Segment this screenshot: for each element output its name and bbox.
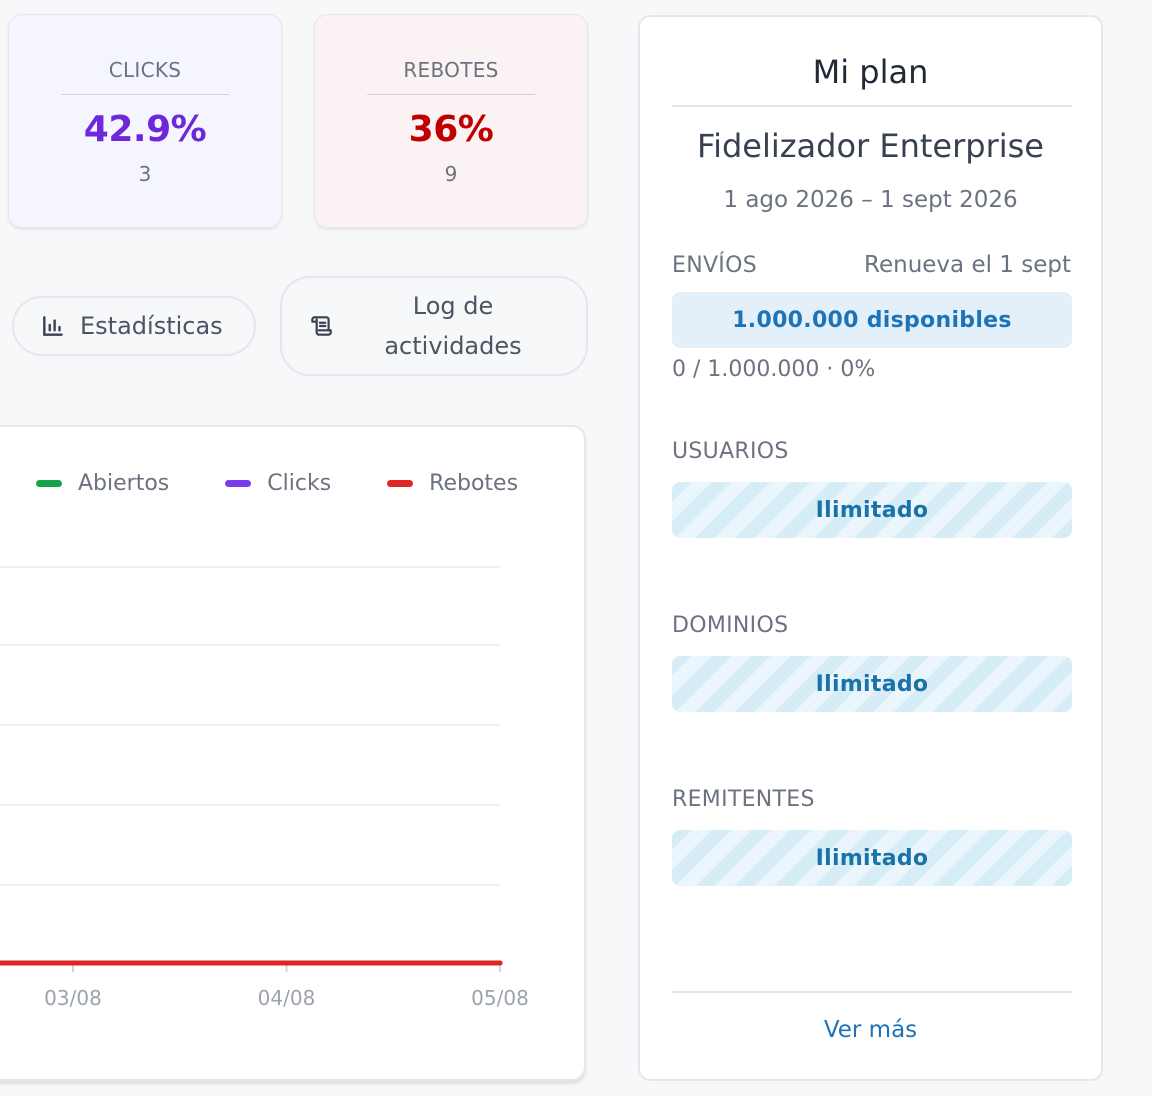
- x-tick-label: 03/08: [44, 986, 102, 1010]
- x-tick-label: 04/08: [258, 986, 316, 1010]
- activity-log-label-line1: Log de: [412, 292, 494, 320]
- legend-item-abiertos[interactable]: Abiertos: [36, 471, 169, 496]
- legend-swatch-clicks: [225, 480, 252, 487]
- clicks-label: CLICKS: [108, 58, 182, 82]
- envios-label: ENVÍOS: [672, 253, 757, 278]
- activity-chart-card: Abiertos Clicks Rebotes 03/08 04/08 05/08: [0, 425, 586, 1081]
- divider: [367, 94, 535, 95]
- divider: [672, 991, 1072, 993]
- line-chart: 03/08 04/08 05/08: [0, 566, 529, 1010]
- rebotes-count: 9: [444, 162, 458, 186]
- usuarios-label: USUARIOS: [672, 439, 789, 464]
- rebotes-percent: 36%: [408, 109, 494, 150]
- activity-log-button-label: Log de actividades: [334, 286, 586, 366]
- rebotes-label: REBOTES: [403, 58, 499, 82]
- plan-name: Fidelizador Enterprise: [697, 127, 1044, 165]
- bar-chart-icon: [43, 316, 63, 336]
- usuarios-value: Ilimitado: [672, 482, 1072, 538]
- rebotes-stat-card: REBOTES 36% 9: [314, 14, 588, 228]
- activity-log-button[interactable]: Log de actividades: [280, 276, 588, 376]
- statistics-button-label: Estadísticas: [80, 312, 223, 340]
- renew-date: Renueva el 1 sept: [864, 252, 1071, 278]
- remitentes-label: REMITENTES: [672, 787, 815, 812]
- legend-item-rebotes[interactable]: Rebotes: [387, 471, 518, 496]
- chart-legend: Abiertos Clicks Rebotes: [36, 471, 518, 496]
- legend-item-clicks[interactable]: Clicks: [225, 471, 331, 496]
- activity-log-label-line2: actividades: [384, 332, 522, 360]
- dominios-value: Ilimitado: [672, 656, 1072, 712]
- remitentes-value: Ilimitado: [672, 830, 1072, 886]
- divider: [672, 105, 1072, 107]
- legend-label-clicks: Clicks: [267, 471, 332, 496]
- divider: [61, 94, 229, 95]
- plan-card: Mi plan Fidelizador Enterprise 1 ago 202…: [638, 15, 1103, 1081]
- statistics-button[interactable]: Estadísticas: [12, 296, 256, 356]
- plan-title: Mi plan: [812, 53, 929, 91]
- see-more-link[interactable]: Ver más: [823, 1017, 918, 1043]
- legend-swatch-abiertos: [36, 480, 62, 487]
- x-tick-label: 05/08: [471, 986, 529, 1010]
- dominios-label: DOMINIOS: [672, 613, 789, 638]
- legend-swatch-rebotes: [387, 480, 414, 487]
- clicks-percent: 42.9%: [83, 109, 207, 150]
- scroll-icon: [311, 316, 332, 336]
- envios-usage: 0 / 1.000.000 · 0%: [672, 357, 876, 382]
- legend-label-abiertos: Abiertos: [78, 471, 170, 496]
- legend-label-rebotes: Rebotes: [429, 471, 519, 496]
- envios-available-badge: 1.000.000 disponibles: [672, 292, 1072, 348]
- clicks-stat-card: CLICKS 42.9% 3: [8, 14, 282, 228]
- clicks-count: 3: [138, 162, 152, 186]
- plan-period: 1 ago 2026 – 1 sept 2026: [723, 187, 1018, 213]
